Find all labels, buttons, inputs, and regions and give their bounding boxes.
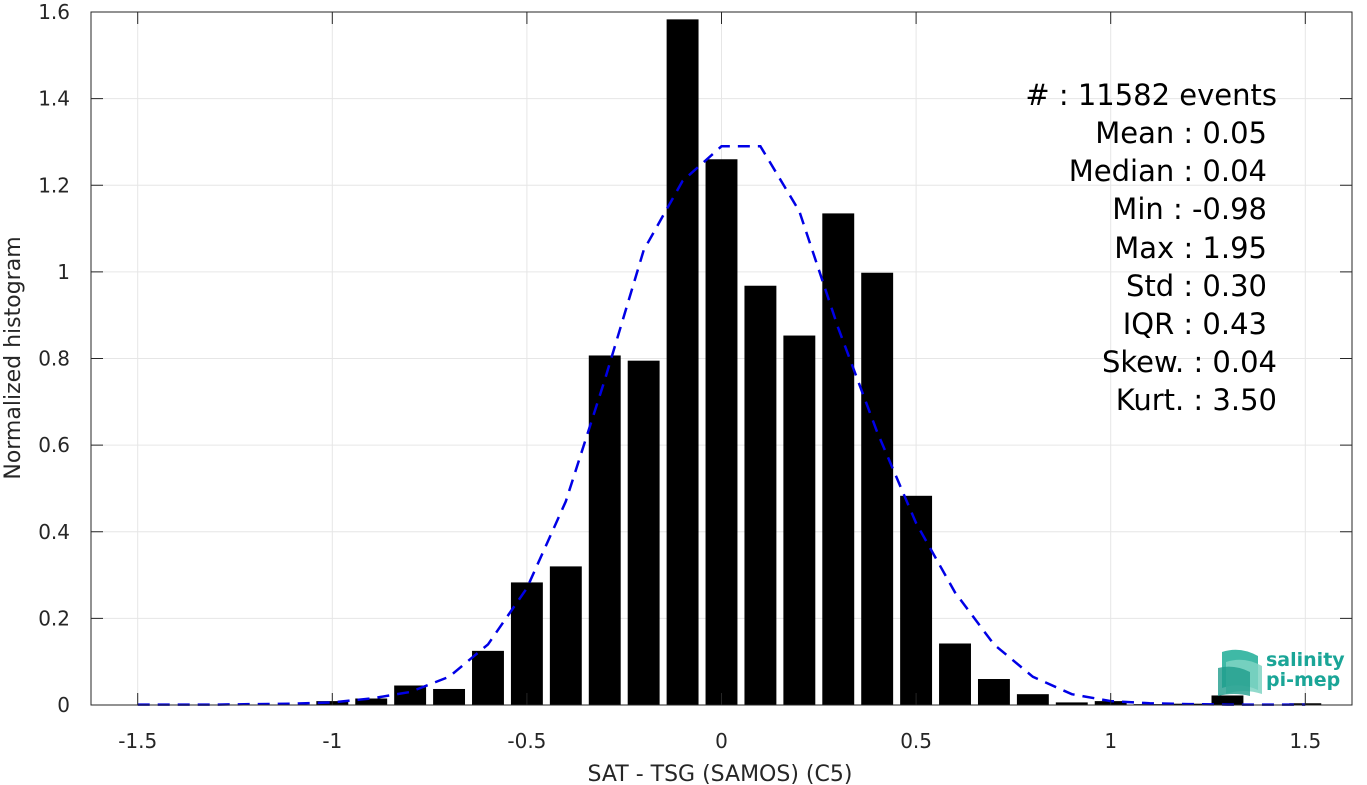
y-tick-label-3: 0.6 bbox=[38, 433, 70, 457]
x-tick-label-5: 1 bbox=[1104, 729, 1117, 753]
bar bbox=[588, 355, 621, 705]
stat-iqr: IQR : 0.43 bbox=[1123, 307, 1267, 341]
x-tick-label-3: 0 bbox=[715, 729, 728, 753]
bar bbox=[510, 582, 543, 705]
stat-min: Min : -0.98 bbox=[1112, 192, 1267, 226]
y-tick-labels: 0 0.2 0.4 0.6 0.8 1 1.2 1.4 1.6 bbox=[38, 0, 70, 717]
bar bbox=[394, 685, 427, 705]
histogram-bars bbox=[316, 19, 1322, 706]
axes-frame bbox=[90, 11, 1353, 706]
x-tick-label-6: 1.5 bbox=[1289, 729, 1321, 753]
bar bbox=[861, 272, 894, 705]
stat-median: Median : 0.04 bbox=[1069, 154, 1267, 188]
y-tick-label-5: 1 bbox=[57, 260, 70, 284]
y-tick-label-0: 0 bbox=[57, 693, 70, 717]
stat-skew: Skew. : 0.04 bbox=[1102, 345, 1277, 379]
logo-line2: pi-mep bbox=[1266, 669, 1340, 691]
x-tick-label-1: -1 bbox=[322, 729, 342, 753]
y-tick-label-4: 0.8 bbox=[38, 347, 70, 371]
bar bbox=[627, 360, 660, 705]
y-tick-label-6: 1.2 bbox=[38, 173, 70, 197]
bar bbox=[977, 679, 1010, 705]
bar bbox=[705, 159, 738, 705]
logo-wave-icon bbox=[1218, 649, 1262, 696]
bar bbox=[822, 213, 855, 705]
x-tick-label-0: -1.5 bbox=[118, 729, 157, 753]
bar bbox=[1016, 694, 1049, 705]
x-tick-label-4: 0.5 bbox=[900, 729, 932, 753]
logo-line1: salinity bbox=[1266, 649, 1345, 671]
bar bbox=[549, 566, 582, 705]
y-tick-label-8: 1.6 bbox=[38, 0, 70, 24]
stat-std: Std : 0.30 bbox=[1126, 269, 1267, 303]
stat-max: Max : 1.95 bbox=[1114, 231, 1267, 265]
salinity-pi-mep-logo: salinity pi-mep bbox=[1218, 649, 1345, 696]
bar bbox=[666, 19, 699, 706]
bar bbox=[744, 285, 777, 705]
y-axis-label: Normalized histogram bbox=[1, 236, 26, 479]
bar bbox=[355, 698, 388, 705]
statistics-annotation: # : 11582 events Mean : 0.05 Median : 0.… bbox=[1025, 78, 1277, 417]
bar bbox=[900, 495, 933, 705]
stat-events: # : 11582 events bbox=[1025, 78, 1277, 112]
bar bbox=[1055, 702, 1088, 705]
bar bbox=[939, 643, 971, 705]
bar bbox=[783, 335, 816, 705]
y-tick-label-7: 1.4 bbox=[38, 87, 70, 111]
x-tick-labels: -1.5 -1 -0.5 0 0.5 1 1.5 bbox=[118, 729, 1321, 753]
bar bbox=[1211, 695, 1244, 705]
stat-mean: Mean : 0.05 bbox=[1095, 116, 1267, 150]
x-tick-label-2: -0.5 bbox=[507, 729, 546, 753]
bar bbox=[472, 650, 504, 705]
stat-kurt: Kurt. : 3.50 bbox=[1116, 383, 1277, 417]
y-tick-label-2: 0.4 bbox=[38, 520, 70, 544]
bar bbox=[433, 688, 466, 705]
y-tick-label-1: 0.2 bbox=[38, 606, 70, 630]
x-axis-label: SAT - TSG (SAMOS) (C5) bbox=[588, 762, 853, 785]
